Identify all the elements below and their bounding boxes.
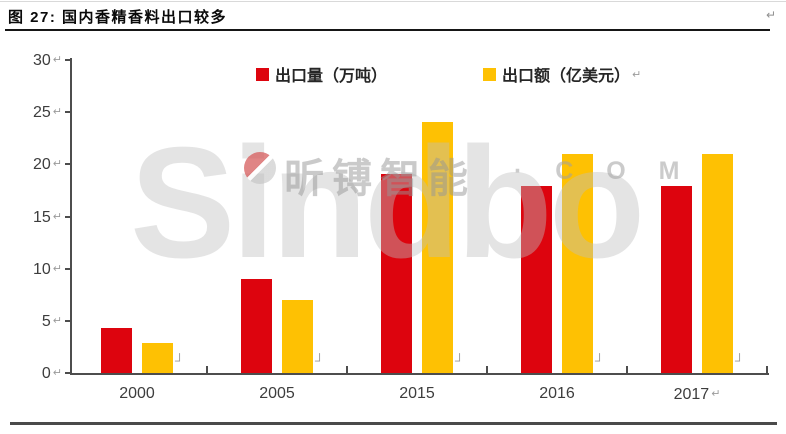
legend-label: 出口额（亿美元） <box>502 68 631 85</box>
y-axis-tick-label: 20 ↵ <box>32 156 62 174</box>
watermark-com-suffix: · C O M <box>514 157 693 185</box>
x-axis-category-label: 2016 <box>539 385 575 402</box>
corner-artifact-mark: ┘ <box>735 353 745 368</box>
return-mark-title: ↵ <box>766 8 777 22</box>
y-axis-line <box>70 58 72 375</box>
legend-label: 出口量（万吨） <box>275 68 388 85</box>
x-axis-category-label: 2000 <box>119 385 155 402</box>
y-axis-tick <box>65 319 70 322</box>
bar-export-value-2015 <box>422 121 453 373</box>
return-mark-y-label: ↵ <box>52 262 62 275</box>
bar-export-volume-2016 <box>521 186 552 373</box>
y-axis-tick <box>65 163 70 166</box>
watermark-chinese-text: 昕镈智能 <box>284 157 476 201</box>
y-axis-tick <box>65 267 70 270</box>
watermark-brand-text: Sindbo <box>130 115 645 291</box>
x-axis-tick <box>486 366 488 373</box>
corner-artifact-mark: ┘ <box>175 353 185 368</box>
bar-export-value-2005 <box>282 299 313 373</box>
y-axis-tick <box>65 372 70 374</box>
bar-export-volume-2000 <box>101 328 132 373</box>
corner-artifact-mark: ┘ <box>455 353 465 368</box>
bar-export-volume-2015 <box>381 173 412 373</box>
return-mark-y-label: ↵ <box>52 367 62 379</box>
y-axis-tick <box>65 111 70 114</box>
x-axis-tick <box>626 366 628 373</box>
legend-swatch-icon <box>483 67 496 81</box>
x-axis-category-label: 2017 ↵ <box>673 386 721 403</box>
legend-item-export-volume: 出口量（万吨） <box>256 62 387 86</box>
watermark-logo-icon <box>244 152 276 184</box>
x-axis-category-label: 2005 <box>259 385 295 402</box>
x-axis-category-label: 2015 <box>399 385 435 402</box>
legend-item-export-value: 出口额（亿美元） ↵ <box>483 62 641 86</box>
y-axis-tick-label: 10 ↵ <box>32 260 62 278</box>
figure-title: 图 27: 国内香精香料出口较多 <box>8 9 228 26</box>
x-axis-tick <box>346 366 348 373</box>
legend-swatch-icon <box>256 67 269 81</box>
bar-export-value-2017 <box>702 153 733 373</box>
y-axis-tick-label: 0 ↵ <box>41 365 62 382</box>
return-mark-legend: ↵ <box>632 68 642 81</box>
bar-export-value-2016 <box>562 153 593 373</box>
y-axis-tick <box>65 59 70 61</box>
return-mark-y-label: ↵ <box>52 158 62 171</box>
bar-export-value-2000 <box>142 342 173 373</box>
x-axis-tick <box>766 366 768 373</box>
y-axis-tick-label: 25 ↵ <box>32 104 62 122</box>
bar-export-volume-2017 <box>661 186 692 373</box>
y-axis-tick-label: 5 ↵ <box>41 312 62 330</box>
y-axis-tick-label: 15 ↵ <box>32 208 62 226</box>
top-edge-line <box>0 1 786 2</box>
corner-artifact-mark: ┘ <box>315 353 325 368</box>
corner-artifact-mark: ┘ <box>595 353 605 368</box>
bar-export-volume-2005 <box>241 279 272 373</box>
x-axis-line <box>70 373 769 375</box>
return-mark-y-label: ↵ <box>52 210 62 223</box>
y-axis-tick <box>65 215 70 218</box>
x-axis-tick <box>206 366 208 373</box>
title-underline <box>5 29 770 31</box>
y-axis-tick-label: 30 ↵ <box>32 52 62 69</box>
return-mark-x-label: ↵ <box>711 388 721 400</box>
bottom-border <box>10 422 777 425</box>
return-mark-y-label: ↵ <box>52 314 62 327</box>
return-mark-y-label: ↵ <box>52 54 62 66</box>
return-mark-y-label: ↵ <box>52 106 62 119</box>
